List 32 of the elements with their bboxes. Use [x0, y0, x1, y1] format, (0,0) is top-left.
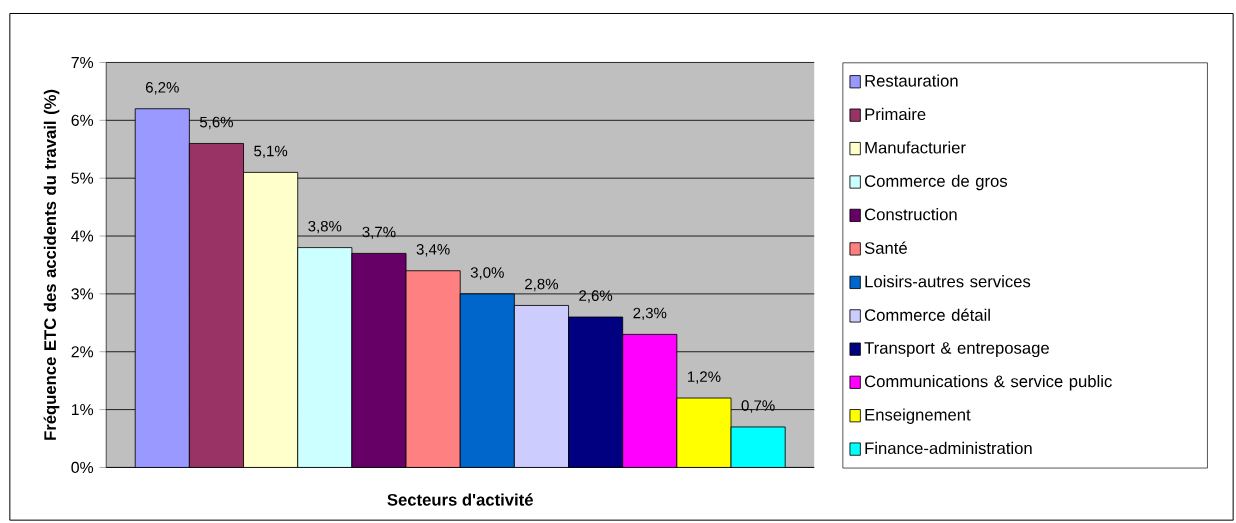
- legend-label: Restauration: [865, 74, 958, 87]
- legend-label: Finance-administration: [865, 441, 1032, 455]
- data-label: 2,8%: [525, 278, 559, 292]
- data-label: 6,2%: [145, 82, 179, 95]
- data-label: 2,6%: [579, 290, 613, 303]
- y-tick-label: 7%: [71, 56, 94, 69]
- y-tick-label: 4%: [71, 230, 94, 242]
- legend-label: Enseignement: [865, 408, 971, 424]
- legend-label: Construction: [864, 208, 957, 221]
- data-label: 2,3%: [633, 307, 667, 321]
- x-axis-title: Secteurs d'activité: [387, 493, 533, 506]
- legend-label: Transport & entreposage: [864, 342, 1049, 358]
- legend-label: Commerce de gros: [864, 174, 1008, 191]
- data-label: 5,1%: [254, 145, 288, 159]
- legend-label: Communications & service public: [864, 374, 1112, 391]
- data-label: 3,0%: [470, 267, 504, 280]
- y-tick-label: 0%: [71, 461, 94, 474]
- legend-label: Santé: [864, 241, 907, 254]
- data-label: 3,4%: [416, 244, 450, 257]
- y-tick-label: 1%: [71, 404, 94, 416]
- data-label: 3,7%: [362, 226, 396, 240]
- y-tick-label: 6%: [71, 114, 94, 126]
- y-axis-title: Fréquence ETC des accidents du travail (%): [43, 89, 60, 440]
- legend-label: Loisirs-autres services: [865, 275, 1031, 288]
- legend-label: Commerce détail: [864, 308, 990, 321]
- data-label: 3,8%: [308, 220, 342, 234]
- y-tick-label: 3%: [71, 288, 94, 300]
- y-tick-label: 5%: [71, 172, 94, 184]
- y-tick-label: 2%: [71, 346, 94, 358]
- data-label: 1,2%: [688, 371, 721, 384]
- legend-label: Primaire: [865, 107, 926, 121]
- legend-label: Manufacturier: [865, 141, 966, 154]
